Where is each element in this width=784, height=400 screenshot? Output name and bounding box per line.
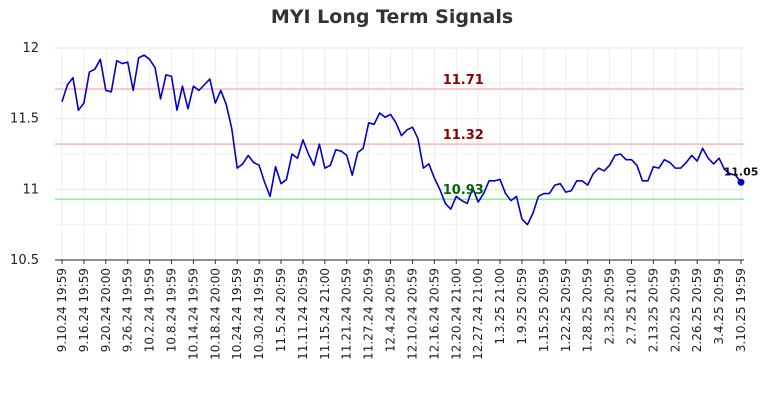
y-tick-label: 11.5: [10, 112, 39, 127]
x-tick-label: 10.8.24 19:59: [165, 268, 179, 352]
last-point-marker: [737, 178, 745, 186]
y-tick-label: 10.5: [10, 253, 39, 268]
x-axis-ticks: 9.10.24 19:59 9.16.24 19:59 9.20.24 20:00 9…: [55, 260, 748, 360]
x-tick-label: 11.21.24 20:59: [340, 268, 354, 360]
x-tick-label: 10.24.24 19:59: [230, 268, 244, 360]
x-tick-label: 10.14.24 19:59: [186, 268, 200, 360]
x-tick-label: 12.4.24 20:59: [384, 268, 398, 352]
x-tick-label: 2.7.25 21:00: [624, 268, 638, 345]
x-tick-label: 12.27.24 21:00: [471, 268, 485, 360]
x-tick-label: 2.13.25 20:59: [646, 268, 660, 352]
x-tick-label: 10.18.24 20:00: [208, 268, 222, 360]
x-tick-label: 11.5.24 20:59: [274, 268, 288, 352]
signal-level-label: 11.71: [443, 73, 484, 88]
price-line: [61, 54, 742, 226]
grid: [55, 47, 744, 261]
y-tick-label: 12: [22, 41, 39, 56]
x-tick-label: 9.26.24 19:59: [121, 268, 135, 352]
x-tick-label: 12.20.24 21:00: [449, 268, 463, 360]
x-tick-label: 11.15.24 21:00: [318, 268, 332, 360]
x-tick-label: 11.11.24 20:59: [296, 268, 310, 360]
x-tick-label: 12.10.24 20:59: [405, 268, 419, 360]
x-tick-label: 12.16.24 20:59: [427, 268, 441, 360]
price-series: [61, 54, 745, 226]
x-tick-label: 9.16.24 19:59: [77, 268, 91, 352]
x-tick-label: 2.20.25 20:59: [668, 268, 682, 352]
y-axis-ticks: 10.5 11 11.5 12: [10, 41, 39, 268]
x-tick-label: 1.15.25 20:59: [537, 268, 551, 352]
x-tick-label: 10.2.24 19:59: [143, 268, 157, 352]
x-tick-label: 9.10.24 19:59: [55, 268, 69, 352]
x-tick-label: 2.3.25 20:59: [603, 268, 617, 345]
signal-level-label: 11.32: [443, 128, 484, 143]
x-tick-label: 1.3.25 21:00: [493, 268, 507, 345]
y-tick-label: 11: [22, 182, 39, 197]
x-tick-label: 1.22.25 20:59: [559, 268, 573, 352]
x-tick-label: 3.4.25 20:59: [712, 268, 726, 345]
x-tick-label: 9.20.24 20:00: [99, 268, 113, 352]
x-tick-label: 1.9.25 20:59: [515, 268, 529, 345]
x-tick-label: 2.26.25 20:59: [690, 268, 704, 352]
annotations: 11.71 11.32 10.93 11.05: [443, 73, 759, 198]
signal-levels: [55, 88, 744, 200]
x-tick-label: 1.28.25 20:59: [581, 268, 595, 352]
x-tick-label: 10.30.24 19:59: [252, 268, 266, 360]
chart-title: MYI Long Term Signals: [270, 6, 514, 28]
x-tick-label: 3.10.25 19:59: [734, 268, 748, 352]
x-tick-label: 11.27.24 20:59: [362, 268, 376, 360]
last-value-label: 11.05: [724, 165, 759, 178]
signal-level-label: 10.93: [443, 183, 484, 198]
